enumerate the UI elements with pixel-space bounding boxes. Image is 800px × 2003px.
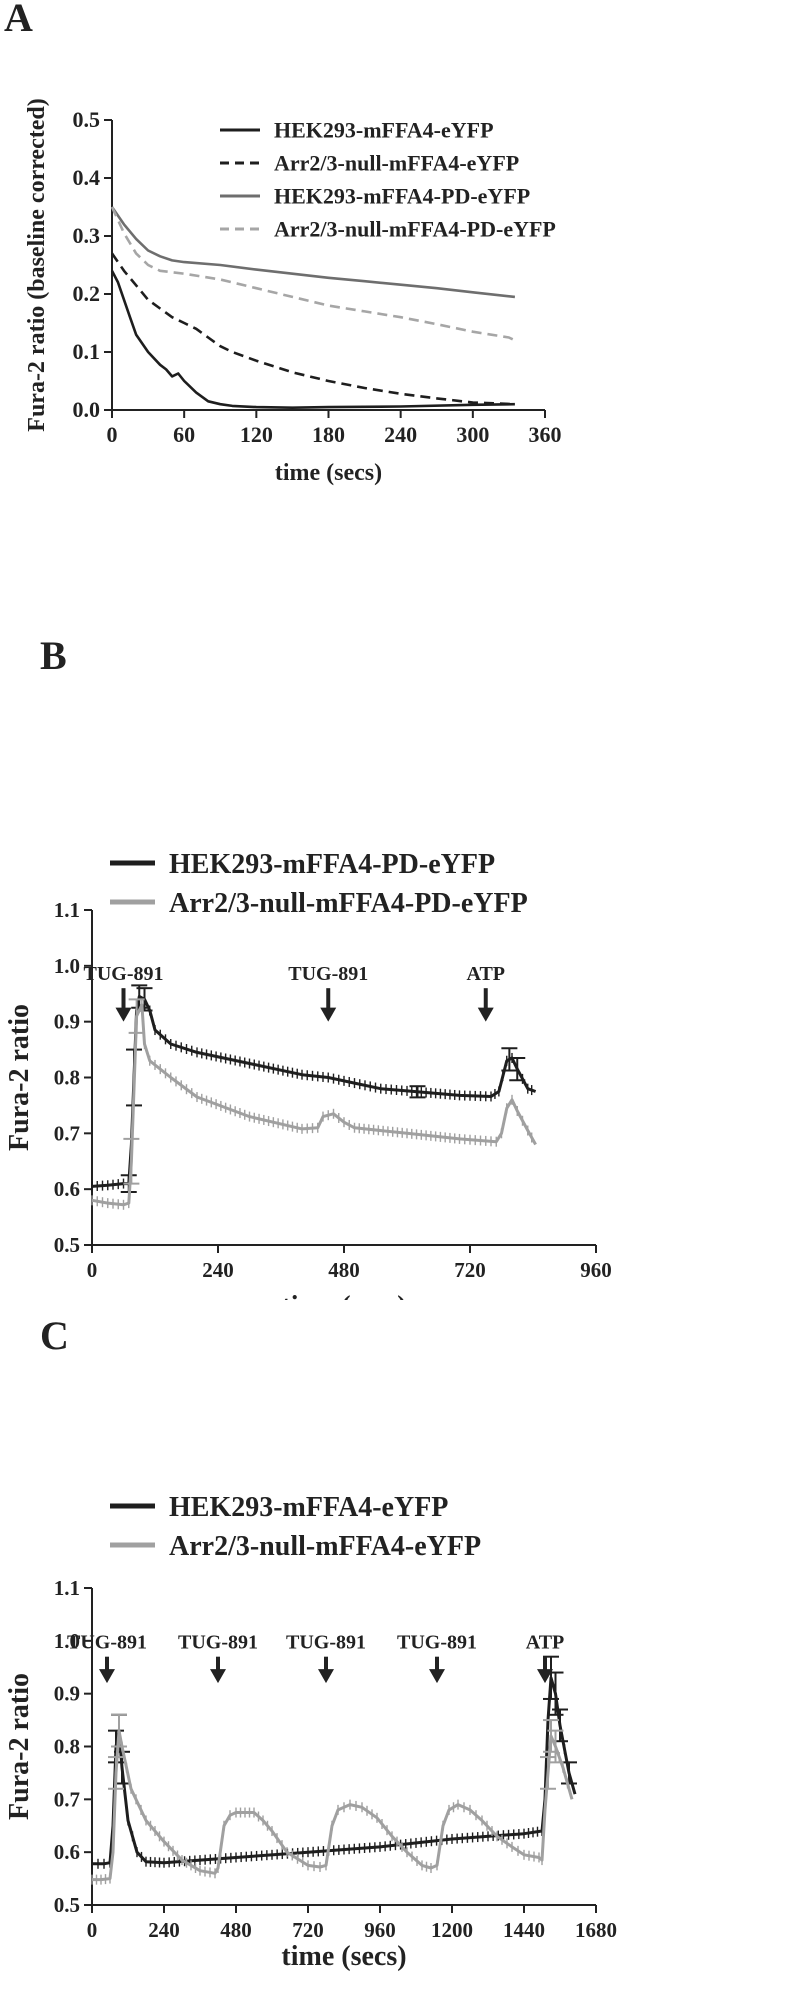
y-tick-label: 1.1: [54, 898, 80, 922]
panel-b: B 0 240 480 720 960 0.5 0.6 0.7 0.8 0.9 1.0 1.1 time…: [0, 633, 800, 1300]
x-tick-label: 1680: [575, 1918, 617, 1942]
panel-c-plot-group: 0 240 480 720 960 1200 1440 1680 0.5 0.6 0.7 0.8 0.9…: [4, 1492, 617, 1972]
legend-label-4: Arr2/3-null-mFFA4-PD-eYFP: [274, 217, 556, 242]
x-tick-label: 480: [328, 1258, 360, 1282]
arrow-label: TUG-891: [67, 1632, 147, 1654]
x-tick-label: 180: [312, 422, 345, 447]
panel-letter-c: C: [40, 1313, 69, 1358]
x-tick-label: 960: [580, 1258, 612, 1282]
y-tick-label: 0.8: [54, 1066, 80, 1090]
arrow-label: TUG-891: [178, 1632, 258, 1654]
y-tick-label: 0.9: [54, 1010, 80, 1034]
series-line-2: [110, 252, 515, 406]
y-tick-label: 0.4: [73, 165, 101, 190]
x-axis-label: time (secs): [281, 1291, 406, 1300]
series-line-2: [91, 1003, 537, 1207]
arrow-head: [318, 1669, 334, 1684]
panel-b-chart: 0 240 480 720 960 0.5 0.6 0.7 0.8 0.9 1.0 1.1 time (…: [4, 849, 612, 1300]
legend-label-1: HEK293-mFFA4-eYFP: [169, 1492, 448, 1523]
legend-label-1: HEK293-mFFA4-eYFP: [274, 118, 494, 143]
panel-b-plot-group: 0 240 480 720 960 0.5 0.6 0.7 0.8 0.9 1.0 1.1 time (…: [4, 849, 612, 1300]
y-tick-label: 0.7: [54, 1121, 80, 1145]
y-tick-label: 0.5: [73, 107, 101, 132]
x-tick-label: 480: [220, 1918, 252, 1942]
x-tick-label: 0: [87, 1258, 98, 1282]
x-tick-label: 0: [87, 1918, 98, 1942]
x-tick-label: 240: [202, 1258, 234, 1282]
y-tick-label: 0.2: [73, 281, 101, 306]
y-tick-label: 0.5: [54, 1233, 80, 1257]
y-tick-label: 1.0: [54, 1629, 80, 1653]
series-line-3: [110, 206, 516, 299]
arrow-head: [210, 1669, 226, 1684]
arrow-head: [115, 1007, 132, 1022]
arrow-head: [429, 1669, 445, 1684]
y-tick-label: 0.0: [73, 397, 101, 422]
y-tick-label: 0.8: [54, 1735, 80, 1759]
arrow-label: ATP: [466, 963, 505, 985]
x-tick-label: 360: [529, 422, 562, 447]
y-axis-label: Fura-2 ratio: [4, 1004, 35, 1151]
x-tick-label: 720: [454, 1258, 486, 1282]
arrow-label: TUG-891: [84, 963, 164, 985]
legend-label-2: Arr2/3-null-mFFA4-eYFP: [169, 1531, 481, 1562]
arrow-head: [99, 1669, 115, 1684]
x-tick-label: 1440: [503, 1918, 545, 1942]
y-tick-label: 0.6: [54, 1177, 80, 1201]
y-tick-label: 1.0: [54, 954, 80, 978]
arrow-label: TUG-891: [288, 963, 368, 985]
y-tick-label: 0.5: [54, 1893, 80, 1917]
y-tick-label: 0.7: [54, 1787, 80, 1811]
y-tick-label: 0.9: [54, 1682, 80, 1706]
x-axis-label: time (secs): [281, 1941, 406, 1972]
arrow-head: [537, 1669, 553, 1684]
y-axis-label: Fura-2 ratio: [4, 1673, 35, 1820]
series-line-1: [110, 270, 515, 410]
y-tick-label: 0.6: [54, 1840, 80, 1864]
series-line-4: [110, 206, 516, 342]
x-tick-label: 960: [364, 1918, 396, 1942]
panel-a-chart: 0 60 120 180 240 300 360 0.0 0.1 0.2 0.3 0.4 0.5 time…: [24, 98, 562, 486]
legend-label-2: Arr2/3-null-mFFA4-PD-eYFP: [169, 888, 528, 919]
panel-letter-b: B: [40, 633, 67, 678]
x-axis-label: time (secs): [275, 460, 382, 486]
y-tick-label: 1.1: [54, 1576, 80, 1600]
y-tick-label: 0.1: [73, 339, 101, 364]
arrow-label: TUG-891: [397, 1632, 477, 1654]
x-tick-label: 720: [292, 1918, 324, 1942]
x-tick-label: 240: [384, 422, 417, 447]
arrow-label: TUG-891: [286, 1632, 366, 1654]
panel-a: A 0 60 120 180 240 300 360 0.0 0.1 0.2 0.3 0.4 0.5 ti…: [0, 0, 800, 640]
arrow-head: [320, 1007, 337, 1022]
panel-letter-a: A: [4, 0, 33, 40]
x-tick-label: 300: [456, 422, 489, 447]
legend-label-1: HEK293-mFFA4-PD-eYFP: [169, 849, 495, 880]
x-tick-label: 120: [240, 422, 273, 447]
x-tick-label: 240: [148, 1918, 180, 1942]
x-tick-label: 60: [173, 422, 195, 447]
y-tick-label: 0.3: [73, 223, 101, 248]
arrow-head: [477, 1007, 494, 1022]
series-line-1: [91, 995, 537, 1188]
y-axis-label: Fura-2 ratio (baseline corrected): [24, 98, 50, 431]
panel-c: C 0 240 480 720 960 1200 1440 1680 0.5 0.6 0.7 0.8 0…: [0, 1313, 800, 2003]
arrow-label: ATP: [526, 1632, 565, 1654]
legend-label-3: HEK293-mFFA4-PD-eYFP: [274, 184, 530, 209]
x-tick-label: 1200: [431, 1918, 473, 1942]
legend-label-2: Arr2/3-null-mFFA4-eYFP: [274, 151, 519, 176]
series-line-2: [92, 1729, 574, 1882]
panel-c-chart: 0 240 480 720 960 1200 1440 1680 0.5 0.6 0.7 0.8 0.9…: [4, 1492, 617, 1972]
x-tick-label: 0: [107, 422, 118, 447]
